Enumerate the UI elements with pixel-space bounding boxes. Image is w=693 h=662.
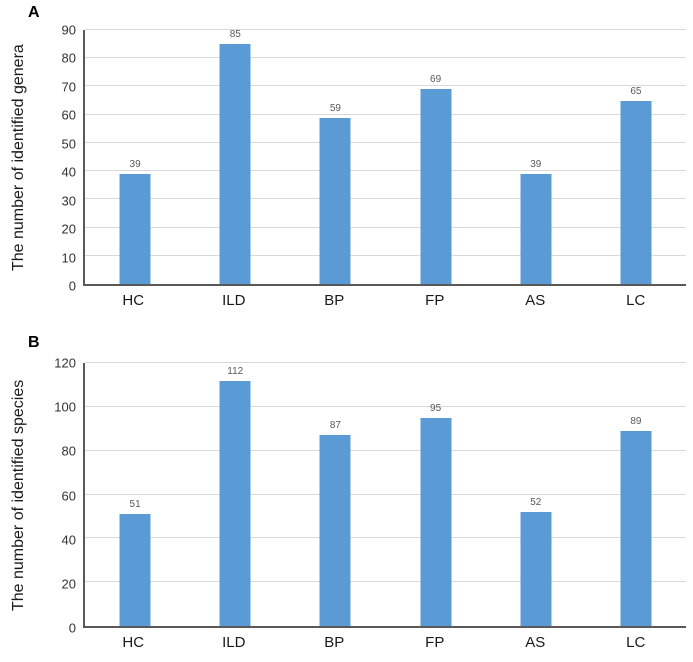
- y-tick-label: 30: [61, 193, 76, 209]
- category-label-fp: FP: [425, 292, 445, 309]
- y-tick-label: 100: [54, 399, 76, 415]
- bar-ild: [219, 44, 251, 284]
- gridline: [85, 29, 686, 30]
- bar-value-label: 39: [129, 158, 141, 170]
- bar-hc: [119, 514, 151, 626]
- gridline: [85, 581, 686, 583]
- category-label-as: AS: [525, 292, 546, 309]
- category-label-hc: HC: [122, 634, 145, 651]
- bar-lc: [620, 430, 652, 626]
- bar-value-label: 52: [530, 497, 542, 509]
- y-tick-label: 90: [61, 22, 76, 38]
- category-label-hc: HC: [122, 292, 145, 309]
- category-label-ild: ILD: [222, 292, 246, 309]
- panel-b-letter: B: [28, 334, 40, 351]
- bar-value-label: 89: [630, 415, 642, 427]
- panel-b-category-labels: HC ILD BP FP AS LC: [83, 634, 686, 658]
- y-tick-label: 20: [61, 221, 76, 237]
- gridline: [85, 537, 686, 539]
- bar-lc: [620, 100, 652, 284]
- bar-hc: [119, 173, 151, 284]
- category-label-ild: ILD: [222, 634, 246, 651]
- y-tick-label: 40: [61, 164, 76, 180]
- bar-value-label: 112: [227, 365, 244, 377]
- y-tick-label: 10: [61, 250, 76, 266]
- bar-value-label: 39: [530, 158, 542, 170]
- bar-as: [520, 512, 552, 626]
- bar-value-label: 65: [630, 85, 642, 97]
- bar-value-label: 87: [329, 420, 341, 432]
- bar-as: [520, 173, 552, 284]
- y-tick-label: 20: [61, 576, 76, 592]
- gridline: [85, 254, 686, 256]
- bar-value-label: 95: [430, 402, 442, 414]
- gridline: [85, 226, 686, 228]
- panel-b: B The number of identified species 0 20 40…: [0, 330, 693, 662]
- gridline: [85, 405, 686, 407]
- y-tick-label: 0: [68, 278, 76, 294]
- gridline: [85, 85, 686, 87]
- panel-a-plot-area: 39 85 59 69 39 65: [83, 29, 686, 286]
- bar-value-label: 85: [229, 29, 241, 41]
- bar-bp: [319, 435, 351, 626]
- category-label-lc: LC: [626, 292, 646, 309]
- y-tick-label: 80: [61, 50, 76, 66]
- panel-a: A The number of identified genera 0 10 20 3…: [0, 0, 693, 330]
- y-tick-label: 40: [61, 532, 76, 548]
- panel-b-plot-area: 51 112 87 95 52 89: [83, 362, 686, 628]
- gridline: [85, 113, 686, 115]
- y-tick-label: 60: [61, 488, 76, 503]
- gridline: [85, 57, 686, 59]
- category-label-as: AS: [525, 634, 546, 651]
- bar-value-label: 69: [430, 74, 442, 86]
- panel-b-y-tick-labels: 0 20 40 60 80 100 120: [0, 356, 76, 636]
- y-tick-label: 60: [61, 107, 76, 123]
- category-label-lc: LC: [626, 634, 646, 651]
- bar-value-label: 51: [129, 499, 141, 511]
- gridline: [85, 198, 686, 200]
- bar-fp: [420, 89, 452, 284]
- gridline: [85, 141, 686, 143]
- y-tick-label: 80: [61, 443, 76, 459]
- category-label-fp: FP: [425, 634, 445, 651]
- y-tick-label: 70: [61, 79, 76, 95]
- panel-a-letter: A: [28, 4, 40, 21]
- category-label-bp: BP: [324, 292, 345, 309]
- panel-a-y-tick-labels: 0 10 20 30 40 50 60 70 80 90: [0, 23, 76, 294]
- bar-bp: [319, 117, 351, 284]
- y-tick-label: 120: [54, 355, 76, 371]
- panel-a-category-labels: HC ILD BP FP AS LC: [83, 292, 686, 316]
- category-label-bp: BP: [324, 634, 345, 651]
- gridline: [85, 493, 686, 495]
- gridline: [85, 449, 686, 451]
- gridline: [85, 362, 686, 363]
- bar-ild: [219, 380, 251, 626]
- bar-value-label: 59: [329, 102, 341, 114]
- y-tick-label: 0: [68, 620, 76, 636]
- bar-fp: [420, 417, 452, 626]
- y-tick-label: 50: [61, 136, 76, 152]
- gridline: [85, 170, 686, 172]
